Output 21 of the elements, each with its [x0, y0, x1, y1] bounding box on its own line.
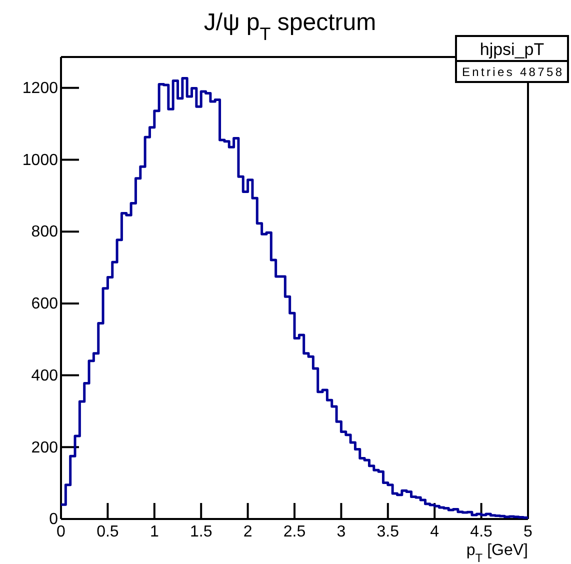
y-tick-label: 0	[49, 511, 58, 528]
x-tick-label: 2.5	[283, 523, 306, 540]
x-tick-label: 3	[336, 523, 346, 540]
x-tick-label: 2	[243, 523, 252, 540]
x-tick-label: 1	[150, 523, 159, 540]
y-tick-label: 400	[31, 367, 58, 384]
x-tick-label: 4	[430, 523, 440, 540]
annotation: Entries 48758	[462, 65, 562, 79]
x-tick-label: 3.5	[376, 523, 400, 540]
y-tick-label: 600	[31, 296, 58, 313]
x-tick-label: 1.5	[190, 523, 212, 540]
x-tick-label: 4.5	[470, 523, 493, 540]
x-axis-title: p$_{T}$ [GeV]	[466, 542, 528, 564]
annotation: hjpsi_pT	[480, 40, 544, 59]
x-tick-label: 5	[524, 523, 533, 540]
y-tick-label: 1000	[22, 152, 58, 169]
chart-title: J/ψ p$_{T}$ spectrum	[204, 9, 376, 44]
y-tick-label: 200	[31, 439, 58, 456]
y-tick-label: 1200	[22, 80, 58, 98]
y-tick-label: 800	[31, 224, 58, 241]
x-tick-label: 0.5	[96, 523, 119, 540]
